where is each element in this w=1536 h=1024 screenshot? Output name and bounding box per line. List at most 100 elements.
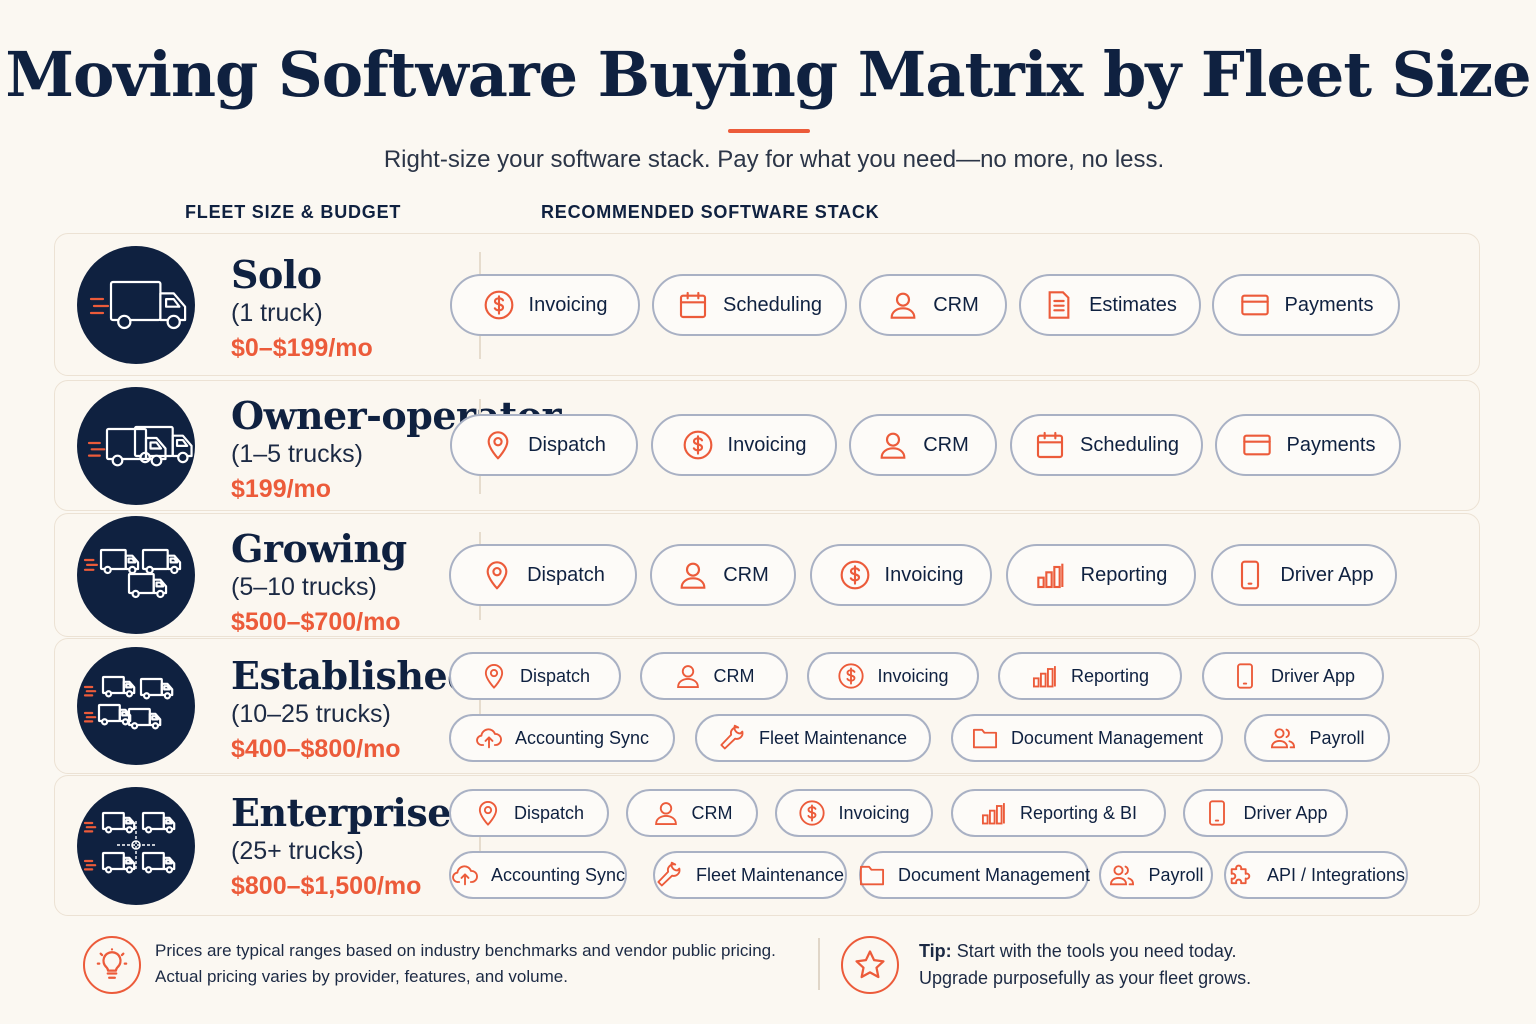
users-icon <box>1269 724 1297 752</box>
folder-icon <box>858 861 886 889</box>
user-icon <box>887 289 919 321</box>
software-label: Driver App <box>1270 665 1356 686</box>
software-pill-scheduling: Scheduling <box>1010 414 1203 476</box>
software-pill-reporting: Reporting <box>1006 544 1196 606</box>
software-pill-driver-app: Driver App <box>1183 789 1348 837</box>
software-label: Invoicing <box>877 665 949 686</box>
bar-chart-icon <box>1035 559 1067 591</box>
card-icon <box>1239 289 1271 321</box>
software-label: Invoicing <box>528 293 608 316</box>
calendar-icon <box>677 289 709 321</box>
puzzle-icon <box>1227 861 1255 889</box>
software-pill-dispatch: Dispatch <box>449 652 621 700</box>
user-icon <box>877 429 909 461</box>
tier-row-solo: Solo (1 truck) $0–$199/mo Invoicing Scheduli… <box>54 233 1480 376</box>
folder-icon <box>971 724 999 752</box>
tier-name: Established <box>231 653 474 698</box>
dollar-icon <box>839 559 871 591</box>
tier-price: $0–$199/mo <box>231 334 373 362</box>
software-label: Document Management <box>897 864 1091 885</box>
tier-name: Growing <box>231 526 407 571</box>
software-label: CRM <box>723 563 769 586</box>
tier-row-growing: Growing (5–10 trucks) $500–$700/mo Dispatch… <box>54 513 1480 637</box>
title-underline <box>728 129 810 133</box>
phone-icon <box>1234 559 1266 591</box>
location-pin-icon <box>482 429 514 461</box>
dollar-icon <box>837 662 865 690</box>
three-trucks-icon <box>77 516 195 634</box>
software-label: Driver App <box>1243 802 1328 823</box>
software-pill-crm: CRM <box>859 274 1007 336</box>
fleet-icon <box>77 647 195 765</box>
software-pill-payments: Payments <box>1212 274 1400 336</box>
bar-chart-icon <box>980 799 1008 827</box>
software-pill-crm: CRM <box>640 652 788 700</box>
column-header-software: RECOMMENDED SOFTWARE STACK <box>541 202 880 222</box>
software-label: Invoicing <box>727 433 807 456</box>
calendar-icon <box>1034 429 1066 461</box>
software-pill-invoicing: Invoicing <box>807 652 979 700</box>
software-pill-payments: Payments <box>1215 414 1401 476</box>
dollar-icon <box>682 429 714 461</box>
software-label: CRM <box>691 802 733 823</box>
wrench-icon <box>719 724 747 752</box>
software-label: Driver App <box>1280 563 1374 586</box>
software-pill-dispatch: Dispatch <box>450 414 638 476</box>
network-fleet-icon <box>77 786 195 905</box>
tier-name: Enterprise <box>231 790 451 835</box>
location-pin-icon <box>480 662 508 690</box>
tier-price: $800–$1,500/mo <box>231 872 422 900</box>
footer-divider <box>818 938 820 990</box>
tier-info: Established (10–25 trucks) $400–$800/mo <box>231 653 474 764</box>
software-label: Payroll <box>1309 727 1365 748</box>
tier-price: $199/mo <box>231 475 332 503</box>
location-pin-icon <box>481 559 513 591</box>
software-pill-estimates: Estimates <box>1019 274 1201 336</box>
software-pill-document-management: Document Management <box>951 714 1223 762</box>
location-pin-icon <box>474 799 502 827</box>
column-header-fleet: FLEET SIZE & BUDGET <box>185 202 402 222</box>
software-pill-payroll: Payroll <box>1244 714 1390 762</box>
tier-row-owner-operator: Owner-operator (1–5 trucks) $199/mo Dispatc… <box>54 380 1480 511</box>
software-label: CRM <box>923 433 969 456</box>
star-icon <box>841 936 899 994</box>
card-icon <box>1241 429 1273 461</box>
software-label: Invoicing <box>838 802 910 823</box>
tip-line1: Start with the tools you need today. <box>956 941 1237 961</box>
software-pill-fleet-maintenance: Fleet Maintenance <box>653 851 847 899</box>
software-label: CRM <box>713 665 755 686</box>
dollar-icon <box>798 799 826 827</box>
two-trucks-icon <box>77 386 195 505</box>
software-label: Reporting & BI <box>1019 802 1138 823</box>
software-label: Invoicing <box>884 563 964 586</box>
page-subtitle: Right-size your software stack. Pay for … <box>383 146 1165 173</box>
software-label: Accounting Sync <box>514 727 650 748</box>
software-label: Reporting <box>1070 665 1150 686</box>
tier-info: Growing (5–10 trucks) $500–$700/mo <box>231 526 407 637</box>
dollar-icon <box>483 289 515 321</box>
tier-size: (1–5 trucks) <box>231 440 363 468</box>
tier-name: Solo <box>231 252 322 297</box>
cloud-upload-icon <box>475 724 503 752</box>
software-pill-reporting-bi: Reporting & BI <box>951 789 1166 837</box>
software-label: Payroll <box>1148 864 1204 885</box>
tier-row-established: Established (10–25 trucks) $400–$800/mo Dis… <box>54 638 1480 774</box>
row-divider <box>479 794 481 899</box>
software-pill-dispatch: Dispatch <box>449 789 609 837</box>
lightbulb-icon <box>83 936 141 994</box>
truck-icon <box>77 245 195 364</box>
phone-icon <box>1231 662 1259 690</box>
cloud-upload-icon <box>451 861 479 889</box>
bar-chart-icon <box>1031 662 1059 690</box>
pricing-note: Prices are typical ranges based on indus… <box>155 938 776 990</box>
wrench-icon <box>656 861 684 889</box>
software-pill-invoicing: Invoicing <box>810 544 992 606</box>
software-pill-document-management: Document Management <box>858 851 1091 899</box>
software-pill-crm: CRM <box>849 414 997 476</box>
software-pill-driver-app: Driver App <box>1202 652 1384 700</box>
tier-size: (25+ trucks) <box>231 837 364 865</box>
software-label: Document Management <box>1010 727 1204 748</box>
users-icon <box>1108 861 1136 889</box>
row-divider <box>479 657 481 757</box>
page-title: Moving Software Buying Matrix by Fleet S… <box>5 38 1531 111</box>
